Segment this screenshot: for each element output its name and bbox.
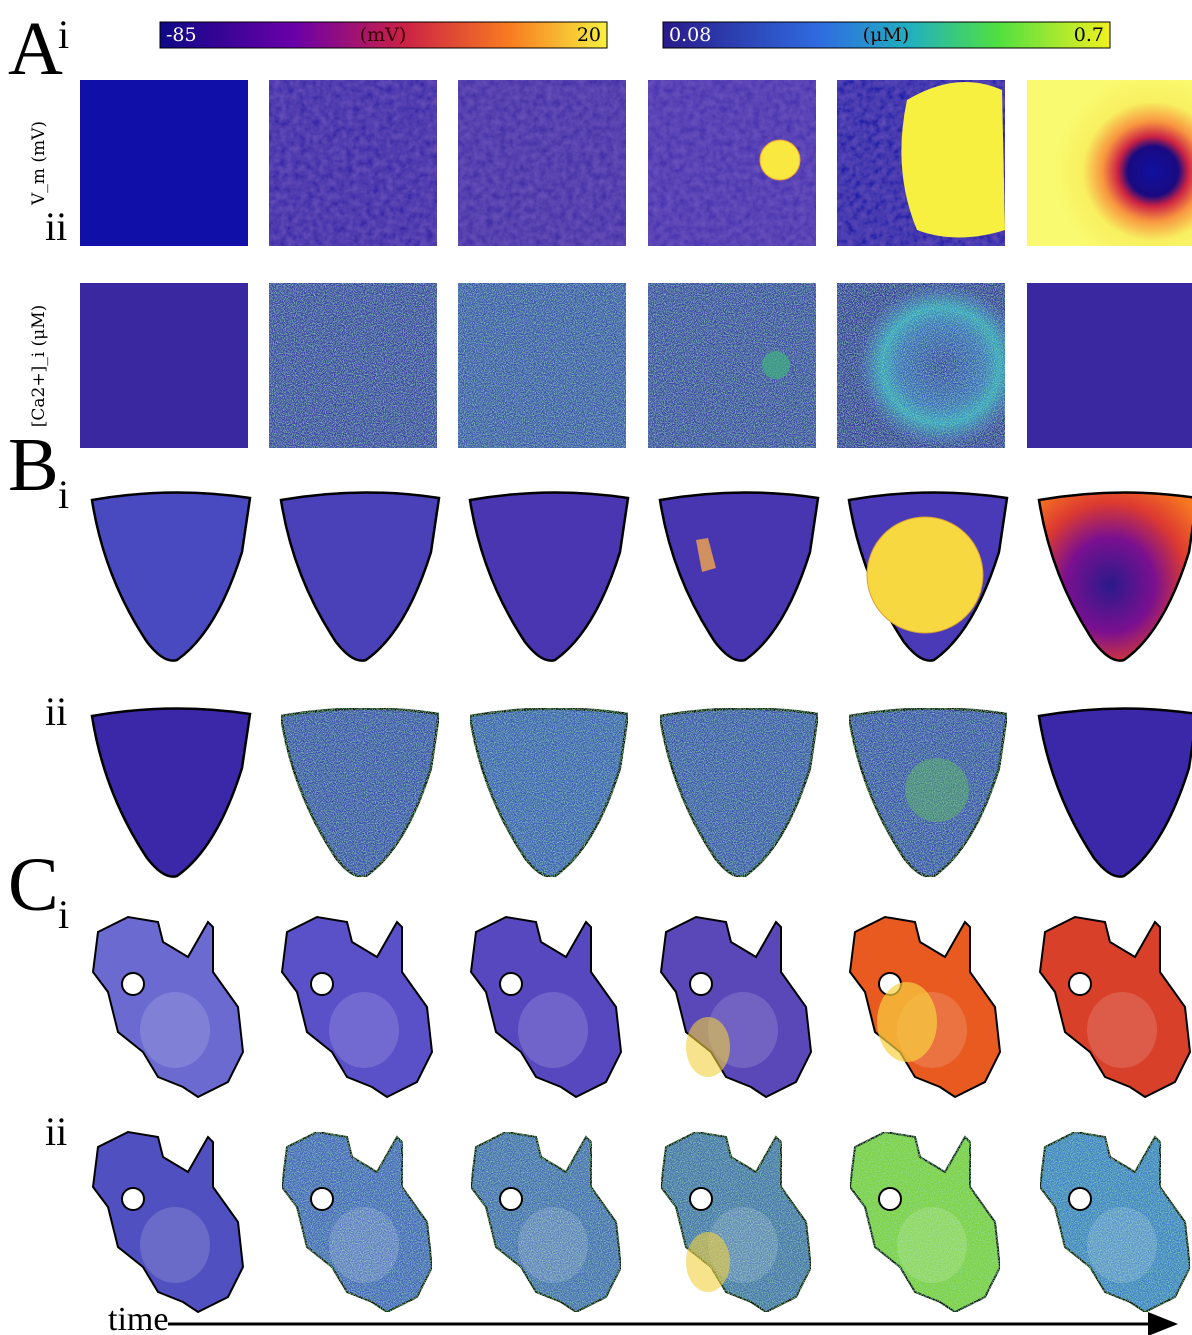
panel-letter: B xyxy=(8,423,59,507)
heart-vm xyxy=(281,492,439,660)
wave xyxy=(686,1232,730,1292)
heart-ca xyxy=(281,708,439,876)
row-label: ii xyxy=(45,1109,67,1154)
vm-frame xyxy=(80,80,248,246)
heart-vm xyxy=(660,492,818,660)
colorbar-unit: (μM) xyxy=(863,24,910,46)
vm-frame xyxy=(269,80,437,246)
ca-frame xyxy=(1027,283,1192,448)
row-label: i xyxy=(58,472,69,517)
ca-spot xyxy=(905,758,969,822)
page: {"colorbars":[{"min":"-85","unit":"(mV)"… xyxy=(0,0,1192,1335)
figure: -85(mV)200.08(μM)0.7 AiV_m (mV)ii[Ca2+]_… xyxy=(0,0,1192,1335)
colorbar-min: -85 xyxy=(166,24,197,46)
lumen xyxy=(879,1188,901,1210)
ca-spot xyxy=(762,351,790,379)
lumen xyxy=(311,973,333,995)
row-label: ii xyxy=(45,689,67,734)
heart-ca xyxy=(1039,708,1192,876)
ca-frame xyxy=(648,283,816,448)
lumen xyxy=(690,973,712,995)
ca-frame xyxy=(80,283,248,448)
patch xyxy=(329,1207,399,1283)
patch xyxy=(1087,992,1157,1068)
patch xyxy=(140,1207,210,1283)
heart-vm xyxy=(470,492,628,660)
wave xyxy=(867,517,983,633)
row-label: ii xyxy=(45,204,67,249)
wave xyxy=(901,82,1005,238)
lumen xyxy=(1069,973,1091,995)
heart-ca xyxy=(92,708,250,876)
patch xyxy=(518,1207,588,1283)
colorbar-min: 0.08 xyxy=(669,24,711,46)
patch xyxy=(329,992,399,1068)
ca-frame xyxy=(837,283,1005,448)
ca-frame xyxy=(458,283,626,448)
lumen xyxy=(1069,1188,1091,1210)
time-label: time xyxy=(108,1301,168,1335)
heart-ca xyxy=(660,708,818,876)
wave xyxy=(760,140,800,180)
lumen xyxy=(122,973,144,995)
colorbar-unit: (mV) xyxy=(360,24,407,46)
lumen xyxy=(690,1188,712,1210)
heart-ca xyxy=(470,708,628,876)
vm-frame xyxy=(1027,80,1192,246)
colorbar-max: 0.7 xyxy=(1074,24,1104,46)
wave xyxy=(686,1017,730,1077)
lumen xyxy=(122,1188,144,1210)
patch xyxy=(897,1207,967,1283)
row-ylabel: [Ca2+]_i (μM) xyxy=(29,305,49,428)
row-label: i xyxy=(58,12,69,57)
ca-frame xyxy=(269,283,437,448)
panel-letter: A xyxy=(8,7,63,91)
heart-vm xyxy=(1039,492,1192,660)
lumen xyxy=(500,973,522,995)
colorbars: -85 (mV) 20 0.08 (μM) 0.7 xyxy=(160,22,1110,48)
row-label: i xyxy=(58,892,69,937)
vm-frame xyxy=(458,80,626,246)
patch xyxy=(1087,1207,1157,1283)
patch xyxy=(518,992,588,1068)
panel-letter: C xyxy=(8,843,59,927)
patch xyxy=(140,992,210,1068)
lumen xyxy=(500,1188,522,1210)
row-ylabel: V_m (mV) xyxy=(29,121,49,206)
heart-vm xyxy=(92,492,250,660)
lumen xyxy=(311,1188,333,1210)
wave xyxy=(877,982,937,1062)
colorbar-max: 20 xyxy=(577,24,601,46)
